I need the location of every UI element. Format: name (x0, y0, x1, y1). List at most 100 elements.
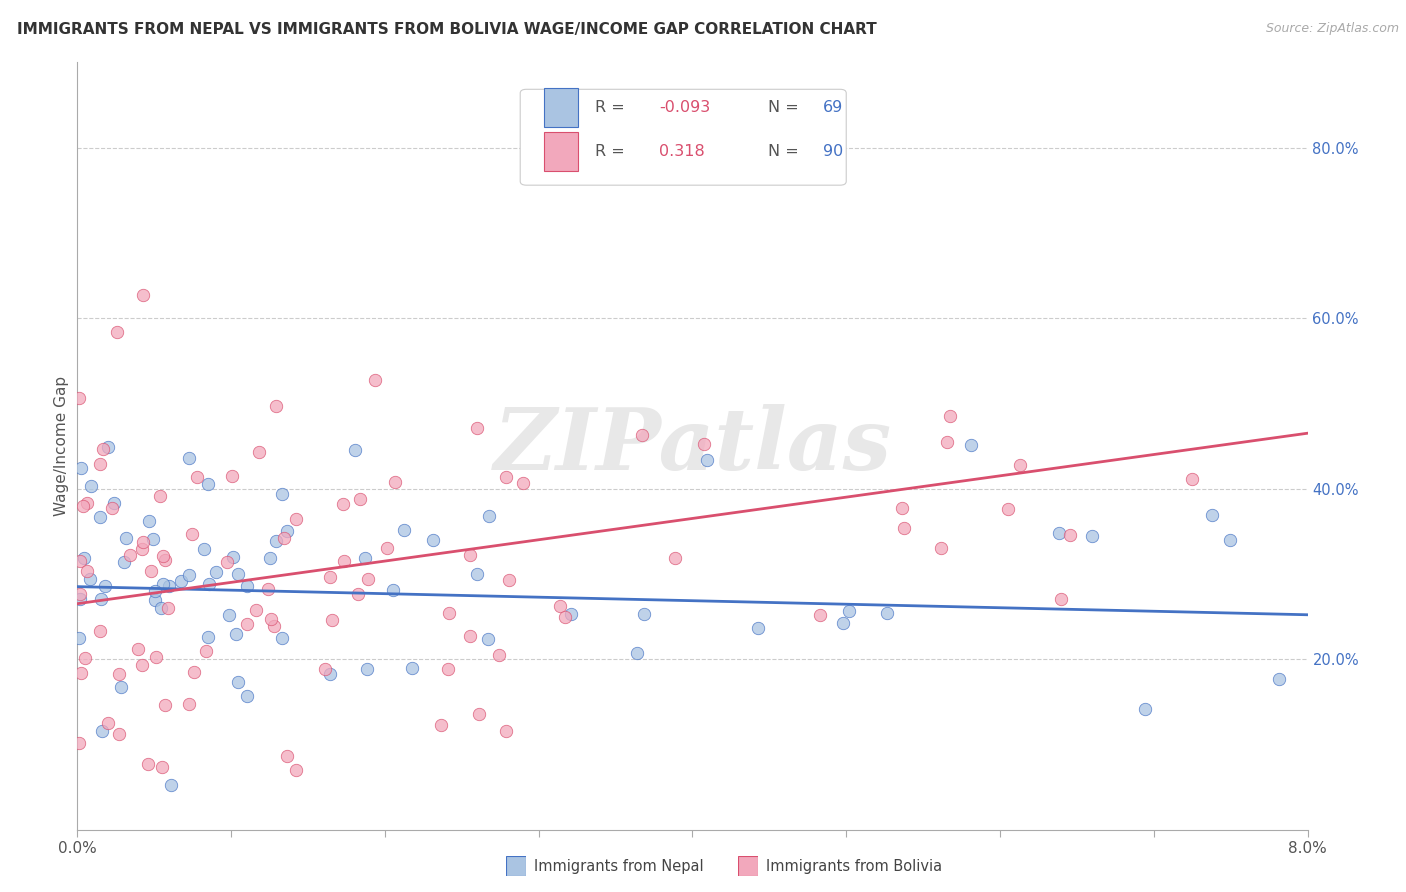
Point (488, 648, 510, 663)
Point (69, 591, 91, 606)
Point (183, 665, 205, 679)
Point (1268, 672, 1291, 686)
Point (225, 627, 247, 641)
Point (458, 630, 481, 644)
Point (633, 607, 655, 622)
Point (356, 662, 378, 676)
Point (247, 444, 270, 458)
Point (1047, 526, 1070, 541)
Text: 90: 90 (823, 145, 844, 159)
Point (114, 531, 136, 545)
Point (72, 499, 94, 513)
Point (349, 491, 371, 506)
Point (693, 437, 716, 451)
Point (1219, 533, 1241, 548)
Point (960, 438, 983, 452)
Point (477, 632, 499, 646)
Point (197, 477, 219, 491)
Point (747, 621, 769, 635)
Point (512, 475, 534, 490)
Point (893, 521, 915, 535)
Text: Immigrants from Bolivia: Immigrants from Bolivia (766, 859, 942, 873)
Point (259, 551, 281, 566)
Point (236, 579, 259, 593)
Point (141, 565, 163, 579)
Point (112, 555, 135, 569)
Point (218, 607, 240, 622)
Point (97, 440, 120, 454)
Point (205, 566, 228, 580)
Point (90, 592, 112, 607)
Point (69, 461, 91, 475)
Point (245, 602, 267, 616)
Point (67, 631, 90, 645)
Point (498, 573, 520, 587)
Point (142, 532, 165, 546)
Point (91, 723, 114, 738)
Point (422, 533, 444, 547)
Point (837, 604, 859, 618)
Point (257, 582, 280, 596)
Text: Source: ZipAtlas.com: Source: ZipAtlas.com (1265, 22, 1399, 36)
Point (156, 600, 179, 615)
Point (235, 616, 257, 631)
Point (118, 549, 141, 563)
Point (67, 391, 90, 405)
Text: N =: N = (768, 100, 799, 115)
Point (832, 616, 855, 631)
Point (138, 514, 160, 528)
Point (153, 698, 176, 712)
Point (357, 572, 380, 586)
Point (664, 551, 686, 566)
Point (430, 718, 453, 732)
Text: R =: R = (595, 145, 626, 159)
Point (131, 541, 153, 556)
Point (69, 587, 91, 601)
Text: N =: N = (768, 145, 799, 159)
Point (319, 666, 342, 681)
Point (236, 690, 259, 704)
Point (89, 510, 111, 524)
Point (186, 470, 208, 484)
FancyBboxPatch shape (544, 132, 578, 170)
Point (495, 723, 517, 738)
Point (1081, 529, 1104, 543)
Point (808, 608, 831, 623)
Point (152, 577, 174, 591)
Point (197, 577, 219, 591)
Point (221, 469, 243, 483)
Point (79, 572, 101, 586)
Point (177, 450, 200, 465)
Point (80, 479, 103, 493)
Point (157, 579, 180, 593)
Text: IMMIGRANTS FROM NEPAL VS IMMIGRANTS FROM BOLIVIA WAGE/INCOME GAP CORRELATION CHA: IMMIGRANTS FROM NEPAL VS IMMIGRANTS FROM… (17, 22, 876, 37)
Point (696, 453, 718, 467)
Point (631, 427, 654, 442)
Point (876, 606, 898, 620)
Point (89, 624, 111, 638)
Point (554, 610, 576, 624)
Point (149, 490, 172, 504)
FancyBboxPatch shape (520, 89, 846, 186)
Point (346, 587, 368, 601)
Y-axis label: Wage/Income Gap: Wage/Income Gap (53, 376, 69, 516)
Point (384, 475, 406, 489)
Point (150, 760, 173, 774)
Point (363, 374, 385, 388)
Point (891, 501, 914, 516)
Point (76, 496, 98, 510)
Point (1008, 458, 1031, 472)
Point (936, 435, 959, 450)
Point (73, 650, 96, 665)
Point (180, 527, 202, 541)
Point (177, 568, 200, 582)
Text: Immigrants from Nepal: Immigrants from Nepal (534, 859, 704, 873)
Point (939, 409, 962, 424)
Point (931, 541, 953, 556)
Point (1201, 508, 1223, 522)
Point (276, 749, 298, 764)
Point (132, 534, 155, 549)
Point (217, 555, 239, 569)
Point (401, 661, 423, 675)
Point (69, 666, 91, 681)
